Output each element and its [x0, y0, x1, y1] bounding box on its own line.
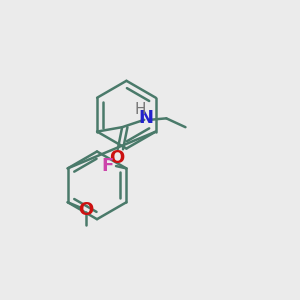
Text: O: O — [110, 148, 125, 166]
Text: O: O — [78, 201, 93, 219]
Text: F: F — [102, 157, 114, 175]
Text: H: H — [135, 102, 146, 117]
Text: N: N — [138, 109, 153, 127]
